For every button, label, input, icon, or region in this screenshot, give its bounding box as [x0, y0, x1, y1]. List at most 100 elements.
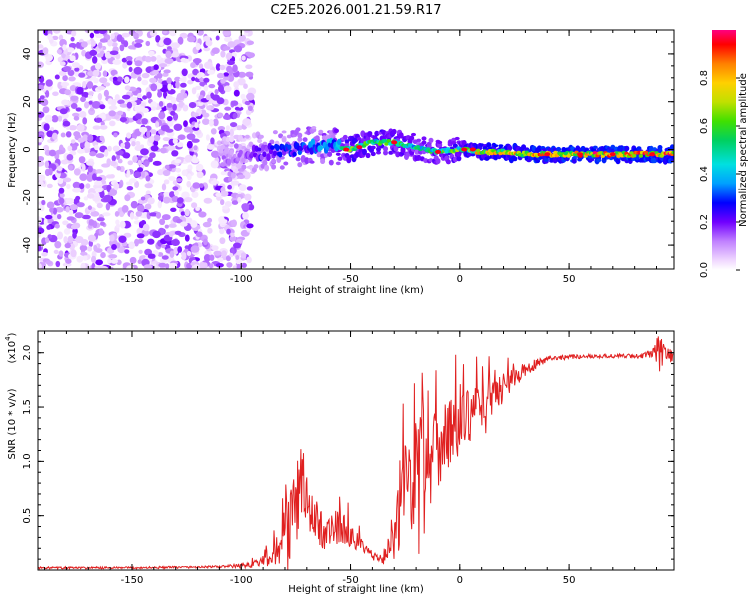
- noise-blob: [76, 124, 85, 132]
- noise-blob: [107, 39, 113, 47]
- noise-blob: [138, 249, 143, 254]
- noise-blob: [216, 195, 222, 201]
- signal-halo: [536, 145, 542, 152]
- noise-blob: [244, 193, 252, 201]
- noise-blob: [218, 84, 224, 93]
- noise-blob: [38, 263, 42, 269]
- noise-blob: [92, 195, 101, 202]
- noise-blob: [211, 47, 220, 54]
- noise-blob: [40, 98, 49, 106]
- signal-core: [241, 157, 246, 163]
- signal-halo: [230, 172, 236, 179]
- noise-blob: [158, 101, 164, 107]
- y-tick-label: -40: [22, 237, 33, 253]
- noise-blob: [214, 89, 219, 95]
- noise-blob: [161, 244, 166, 249]
- noise-blob: [56, 49, 63, 54]
- noise-blob: [196, 101, 204, 107]
- noise-blob: [141, 72, 150, 79]
- noise-blob: [226, 228, 231, 235]
- signal-halo: [309, 160, 315, 164]
- noise-blob: [184, 234, 190, 242]
- noise-blob: [171, 42, 181, 49]
- noise-blob: [45, 260, 52, 265]
- noise-blob: [68, 125, 78, 131]
- noise-blob: [58, 70, 67, 76]
- noise-blob: [149, 77, 157, 83]
- signal-halo: [272, 130, 278, 135]
- noise-blob: [206, 105, 212, 110]
- noise-blob: [66, 183, 71, 190]
- noise-blob: [69, 85, 77, 92]
- noise-blob: [180, 57, 187, 63]
- noise-blob: [246, 40, 254, 46]
- noise-blob: [91, 211, 100, 217]
- signal-halo: [370, 151, 376, 157]
- noise-blob: [74, 212, 84, 219]
- noise-blob: [60, 82, 70, 87]
- noise-blob: [108, 254, 118, 259]
- spectrogram-panel: -150 -100 -50 0 50 -40 -20 0 20 40 Height of stra…: [7, 29, 675, 296]
- noise-blob: [158, 39, 164, 46]
- noise-blob: [134, 180, 140, 188]
- noise-blob: [166, 119, 174, 127]
- noise-blob: [114, 94, 120, 101]
- noise-blob: [158, 111, 166, 120]
- spectrogram-marks: [38, 30, 674, 269]
- noise-blob: [64, 89, 71, 96]
- noise-blob: [188, 102, 197, 109]
- noise-blob: [111, 102, 116, 107]
- signal-core: [287, 144, 292, 150]
- noise-blob: [75, 195, 81, 201]
- noise-blob: [224, 36, 233, 43]
- noise-blob: [115, 219, 120, 225]
- noise-blob: [168, 176, 176, 181]
- noise-blob: [67, 145, 73, 152]
- noise-blob: [194, 122, 199, 129]
- noise-blob: [113, 182, 120, 191]
- noise-blob: [100, 221, 105, 226]
- noise-blob: [220, 199, 225, 206]
- noise-blob: [99, 265, 109, 269]
- noise-blob: [115, 53, 121, 60]
- noise-blob: [141, 118, 149, 125]
- y-tick-label: 0: [22, 146, 33, 152]
- noise-blob: [203, 238, 208, 246]
- noise-blob: [156, 54, 162, 61]
- noise-blob: [164, 164, 170, 170]
- noise-blob: [38, 111, 45, 118]
- noise-blob: [190, 245, 200, 253]
- noise-blob: [149, 152, 156, 159]
- noise-blob: [43, 123, 50, 131]
- noise-blob: [196, 72, 202, 79]
- noise-blob: [116, 76, 123, 82]
- noise-blob: [126, 91, 132, 96]
- signal-halo: [295, 157, 301, 162]
- noise-blob: [63, 228, 71, 235]
- noise-blob: [215, 192, 222, 197]
- noise-blob: [38, 75, 45, 83]
- signal-peak: [577, 152, 583, 157]
- noise-blob: [153, 64, 159, 71]
- noise-blob: [238, 34, 246, 42]
- noise-blob: [157, 252, 164, 257]
- noise-blob: [41, 252, 48, 257]
- noise-blob: [141, 79, 149, 86]
- noise-blob: [94, 188, 103, 193]
- signal-core: [632, 153, 637, 158]
- noise-blob: [224, 106, 232, 111]
- snr-scale-prefix: (x10: [7, 341, 18, 364]
- snr-scale-exponent: 4: [4, 336, 12, 341]
- noise-blob: [63, 66, 72, 72]
- noise-blob: [172, 138, 178, 145]
- noise-blob: [222, 46, 231, 51]
- noise-blob: [179, 221, 188, 227]
- noise-blob: [181, 191, 190, 199]
- noise-blob: [146, 91, 152, 99]
- noise-blob: [76, 255, 84, 263]
- noise-blob: [203, 77, 210, 83]
- noise-blob: [152, 69, 159, 75]
- noise-blob: [109, 50, 119, 56]
- noise-blob: [87, 246, 93, 252]
